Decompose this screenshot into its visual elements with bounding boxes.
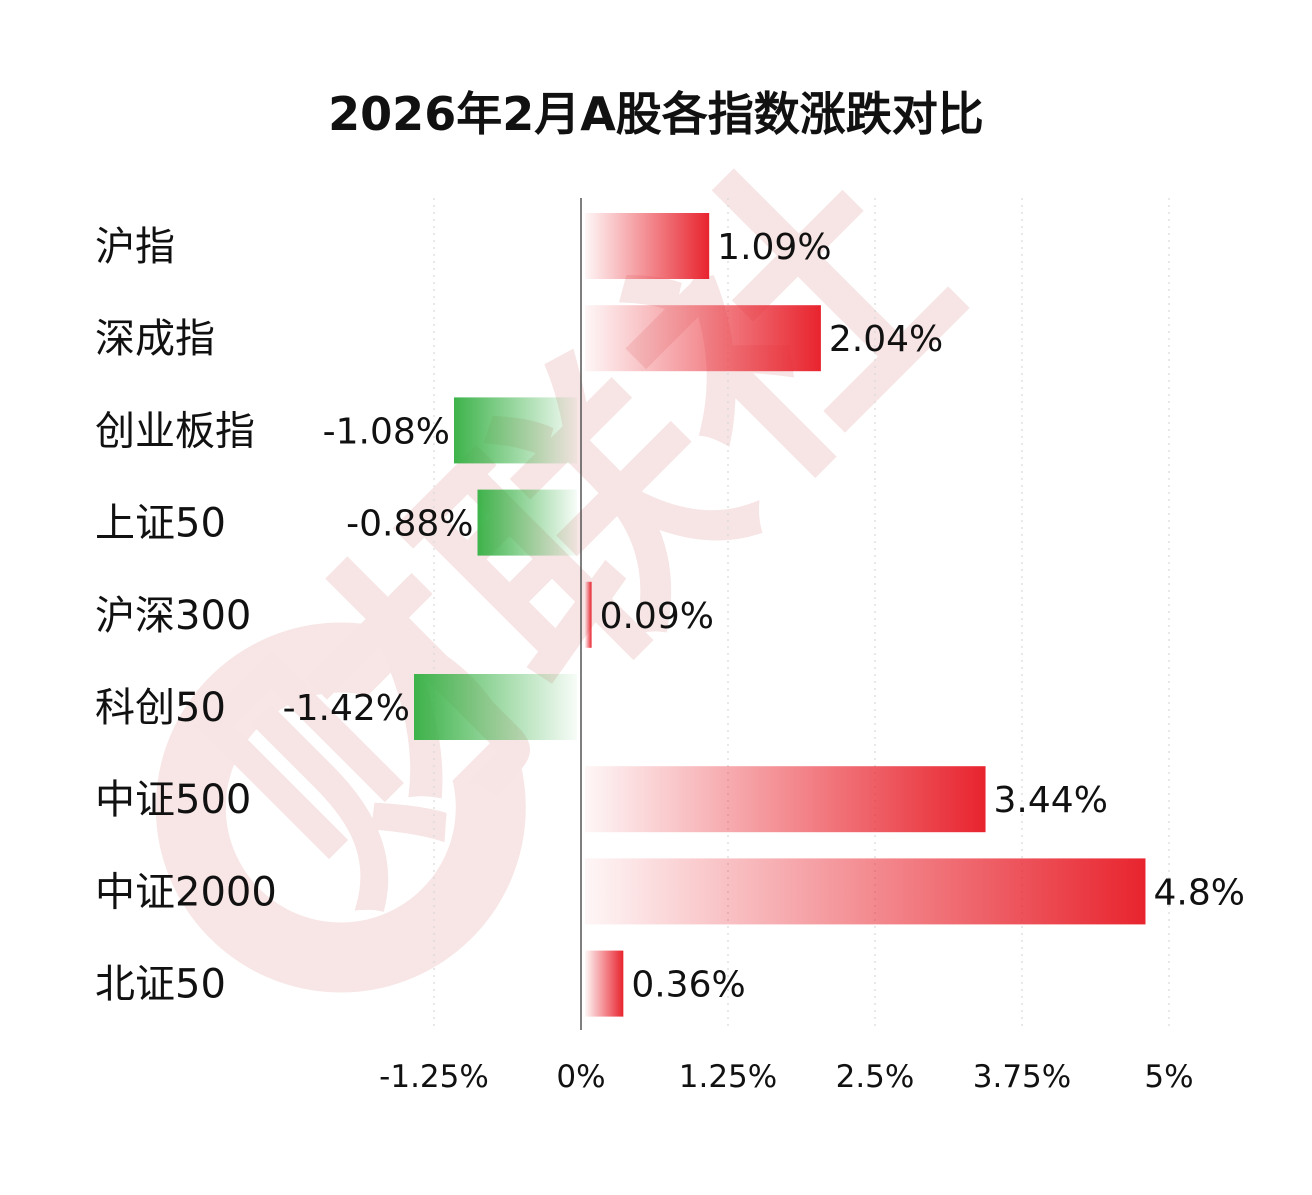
bar xyxy=(585,213,710,279)
value-label: 0.36% xyxy=(631,965,745,1006)
value-label: -1.08% xyxy=(323,411,450,452)
bar xyxy=(477,489,577,556)
category-label: 北证50 xyxy=(95,962,226,1008)
category-label: 科创50 xyxy=(95,685,226,731)
value-label: 1.09% xyxy=(717,227,831,268)
category-label: 深成指 xyxy=(95,316,215,362)
x-tick-label: 1.25% xyxy=(679,1059,777,1095)
bar xyxy=(585,305,821,372)
value-label: 0.09% xyxy=(600,596,714,637)
x-tick-label: 5% xyxy=(1144,1059,1193,1095)
chart-title: 2026年2月A股各指数涨跌对比 xyxy=(328,87,984,141)
category-label: 中证2000 xyxy=(95,869,277,915)
x-axis-tick-labels: -1.25% 0% 1.25% 2.5% 3.75% 5% xyxy=(379,1059,1193,1095)
bar xyxy=(453,397,577,464)
category-label: 上证50 xyxy=(95,501,226,547)
value-labels: 1.09% 2.04% -1.08% -0.88% 0.09% -1.42% 3.44% 4.… xyxy=(283,227,1245,1006)
bars xyxy=(414,213,1146,1017)
value-label: 3.44% xyxy=(994,780,1108,821)
category-label: 沪指 xyxy=(95,224,175,270)
category-label: 中证500 xyxy=(95,777,251,823)
value-label: 4.8% xyxy=(1153,872,1244,913)
value-label: 2.04% xyxy=(829,319,943,360)
bar xyxy=(414,674,577,740)
bar xyxy=(585,581,592,648)
bar xyxy=(585,950,624,1017)
category-label: 创业板指 xyxy=(95,408,255,454)
x-tick-label: 0% xyxy=(556,1059,605,1095)
value-label: -1.42% xyxy=(283,688,410,729)
x-tick-label: 2.5% xyxy=(836,1059,915,1095)
category-label: 沪深300 xyxy=(95,593,251,639)
x-tick-label: -1.25% xyxy=(379,1059,489,1095)
value-label: -0.88% xyxy=(346,504,473,545)
bar xyxy=(585,858,1146,925)
x-tick-label: 3.75% xyxy=(973,1059,1071,1095)
bar xyxy=(585,766,986,833)
